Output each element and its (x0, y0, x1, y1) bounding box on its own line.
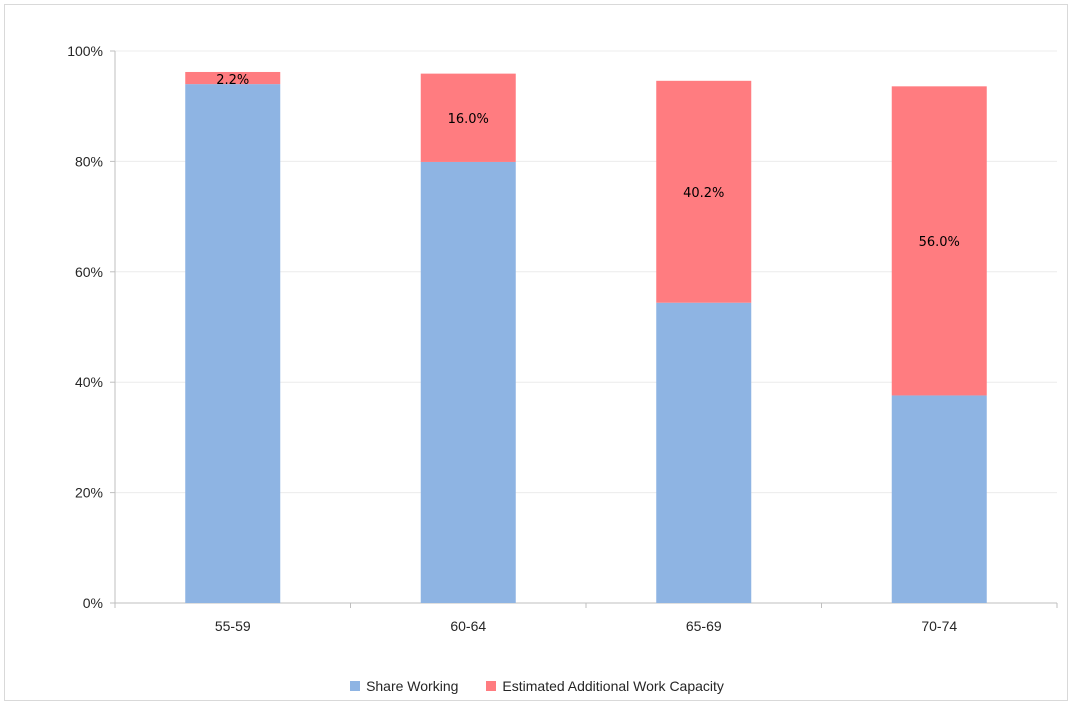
legend-label-share-working: Share Working (366, 678, 459, 694)
bar-additional-capacity (185, 71, 281, 85)
bar-share-working (891, 395, 987, 603)
y-tick-label: 40% (75, 374, 103, 390)
y-tick-label: 0% (83, 595, 103, 611)
data-label: 40.2% (683, 186, 724, 201)
y-tick-label: 60% (75, 264, 103, 280)
legend-swatch-additional-capacity (486, 681, 497, 691)
x-tick-label: 70-74 (921, 618, 957, 634)
chart-legend: Share Working Estimated Additional Work … (0, 675, 1074, 697)
legend-item-additional-capacity: Estimated Additional Work Capacity (486, 678, 724, 694)
data-label: 56.0% (919, 235, 960, 250)
bar-additional-capacity (656, 80, 752, 303)
legend-item-share-working: Share Working (350, 678, 458, 694)
x-tick-label: 60-64 (450, 618, 486, 634)
data-label: 16.0% (448, 112, 489, 127)
bar-share-working (656, 302, 752, 603)
bar-additional-capacity (891, 86, 987, 396)
bar-share-working (185, 84, 281, 604)
x-tick-label: 55-59 (215, 618, 251, 634)
y-tick-label: 20% (75, 485, 103, 501)
legend-label-additional-capacity: Estimated Additional Work Capacity (502, 678, 724, 694)
bar-additional-capacity (420, 73, 516, 162)
y-tick-label: 100% (67, 43, 103, 59)
x-tick-label: 65-69 (686, 618, 722, 634)
legend-swatch-share-working (350, 681, 361, 691)
data-label: 2.2% (216, 73, 249, 88)
chart-frame (4, 4, 1068, 701)
y-tick-label: 80% (75, 153, 103, 169)
bar-share-working (420, 161, 516, 603)
